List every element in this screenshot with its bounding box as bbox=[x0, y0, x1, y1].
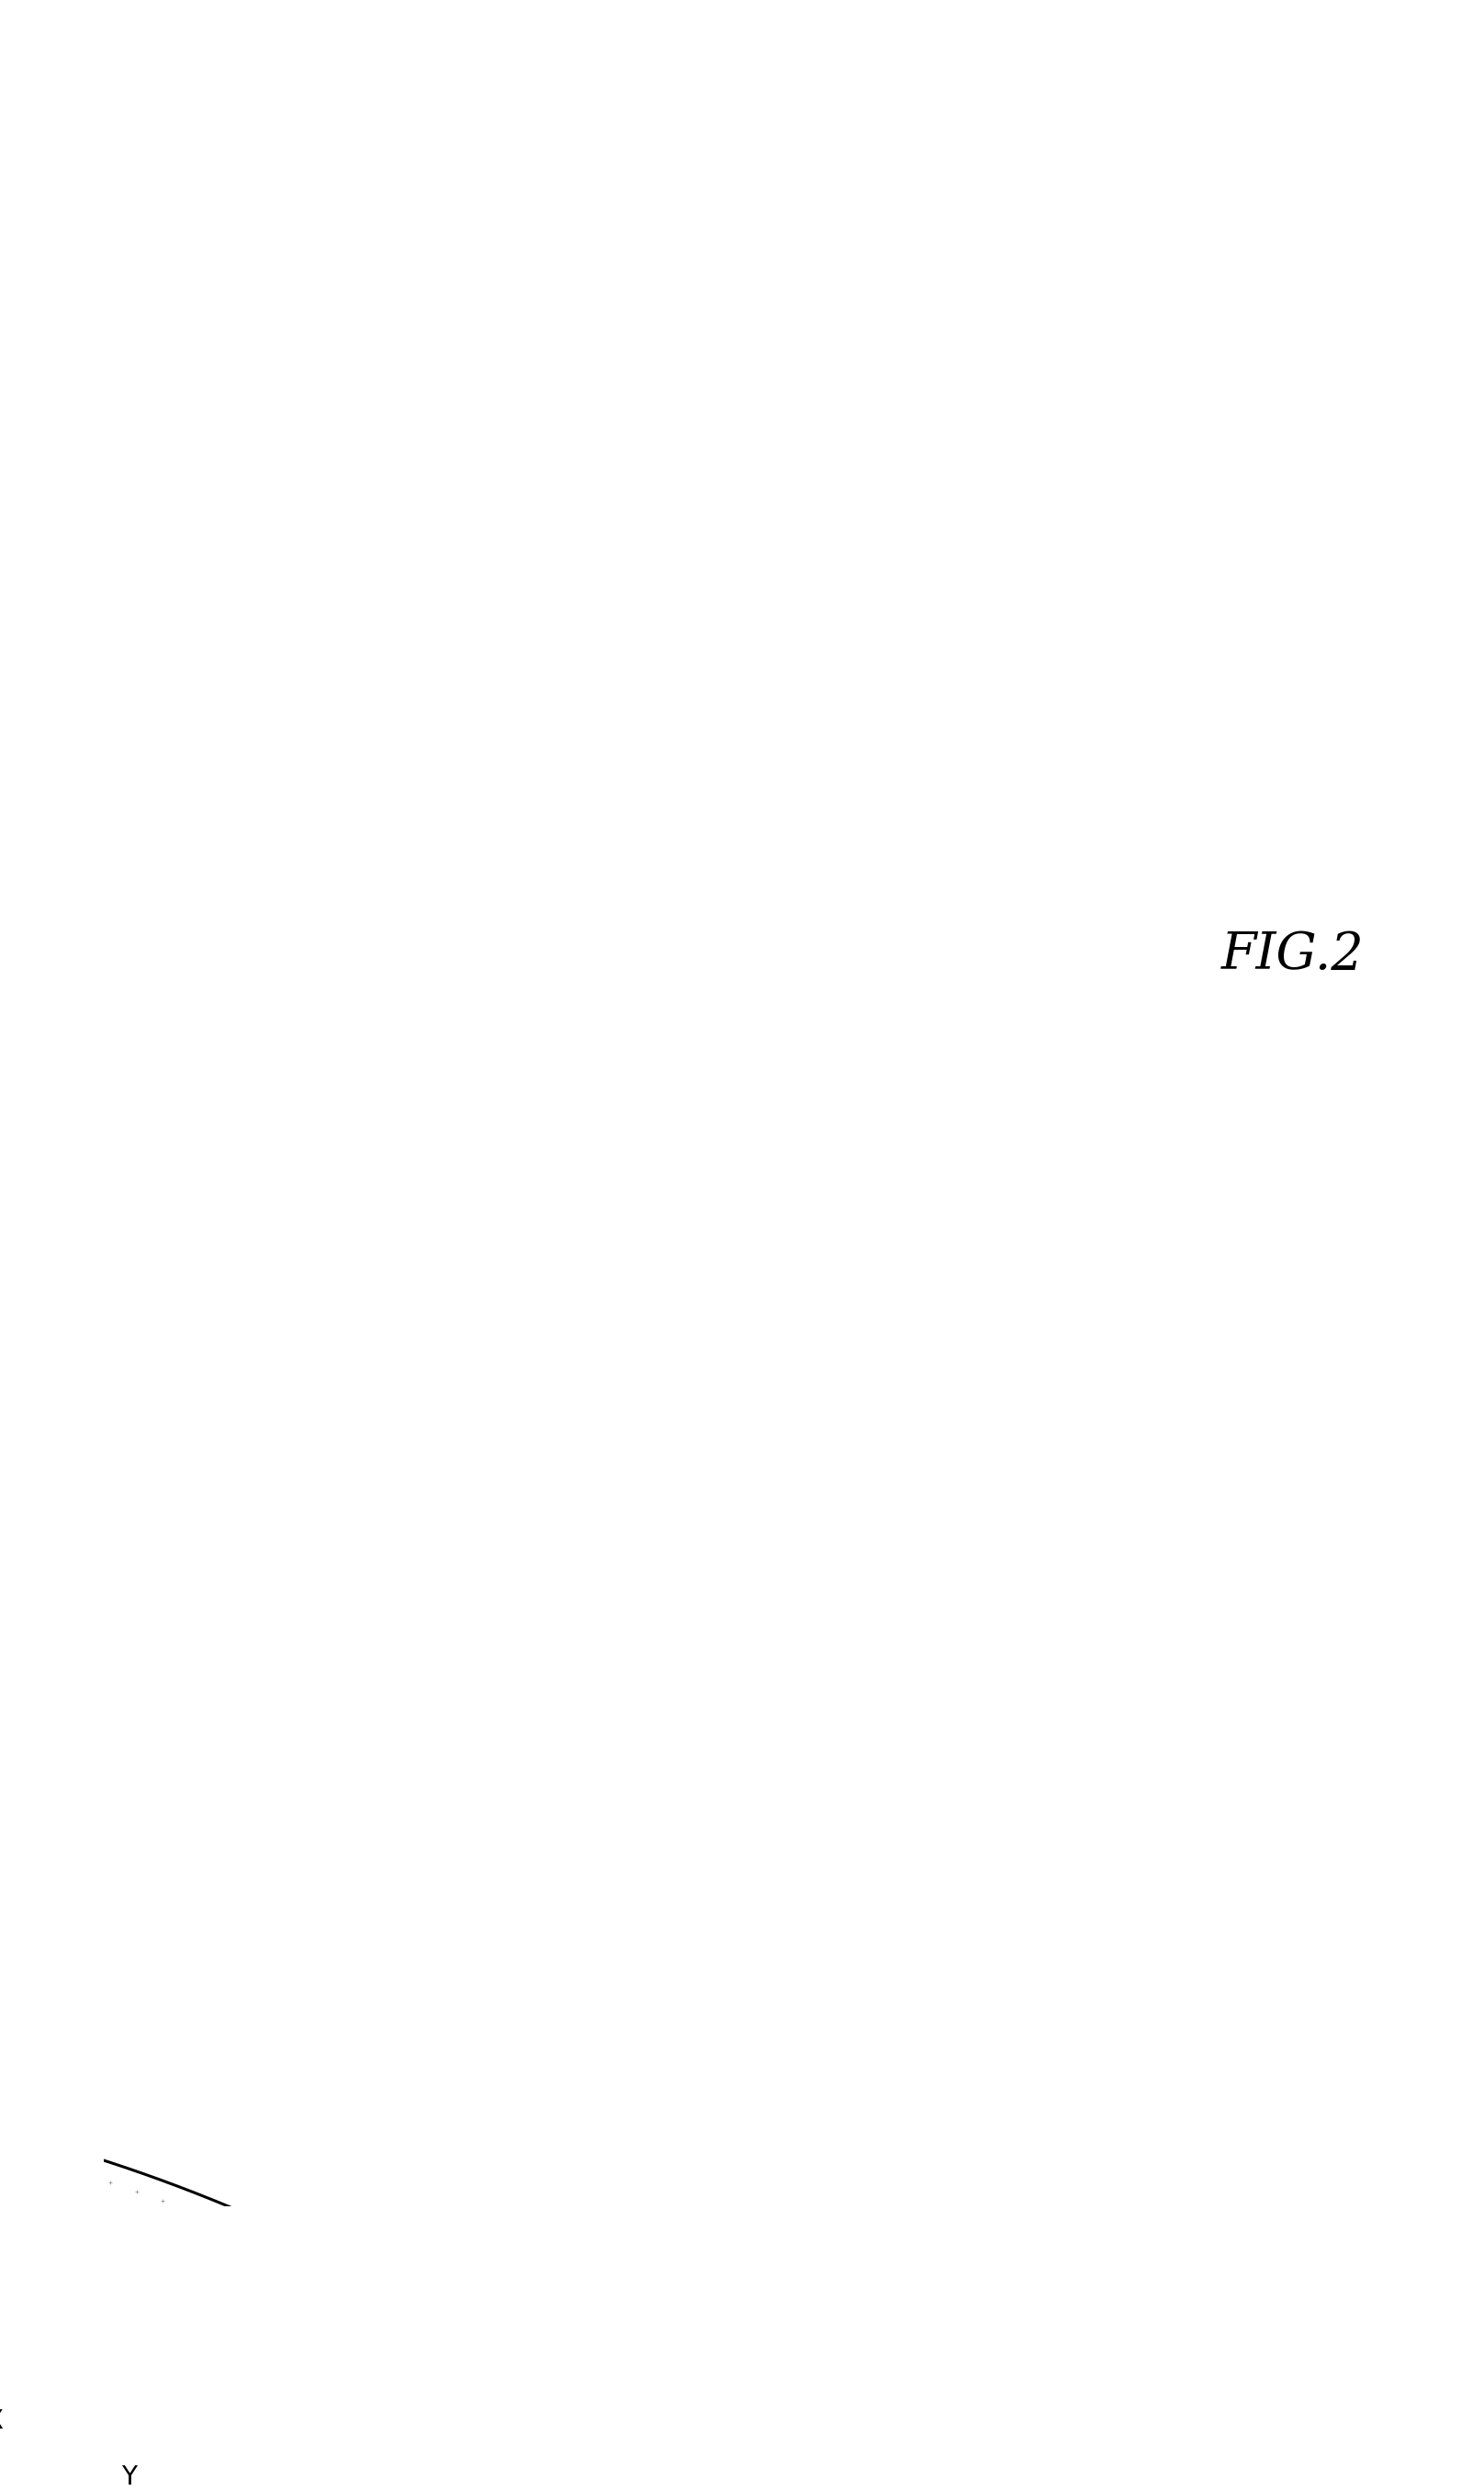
Polygon shape bbox=[163, 2324, 338, 2491]
Polygon shape bbox=[79, 2279, 239, 2491]
Text: X: X bbox=[0, 2409, 3, 2434]
Polygon shape bbox=[245, 2376, 433, 2491]
Text: FIG.2: FIG.2 bbox=[1221, 929, 1364, 981]
Text: Y: Y bbox=[122, 2464, 137, 2489]
Polygon shape bbox=[0, 2242, 135, 2491]
Polygon shape bbox=[324, 2436, 525, 2491]
Polygon shape bbox=[0, 2212, 30, 2481]
